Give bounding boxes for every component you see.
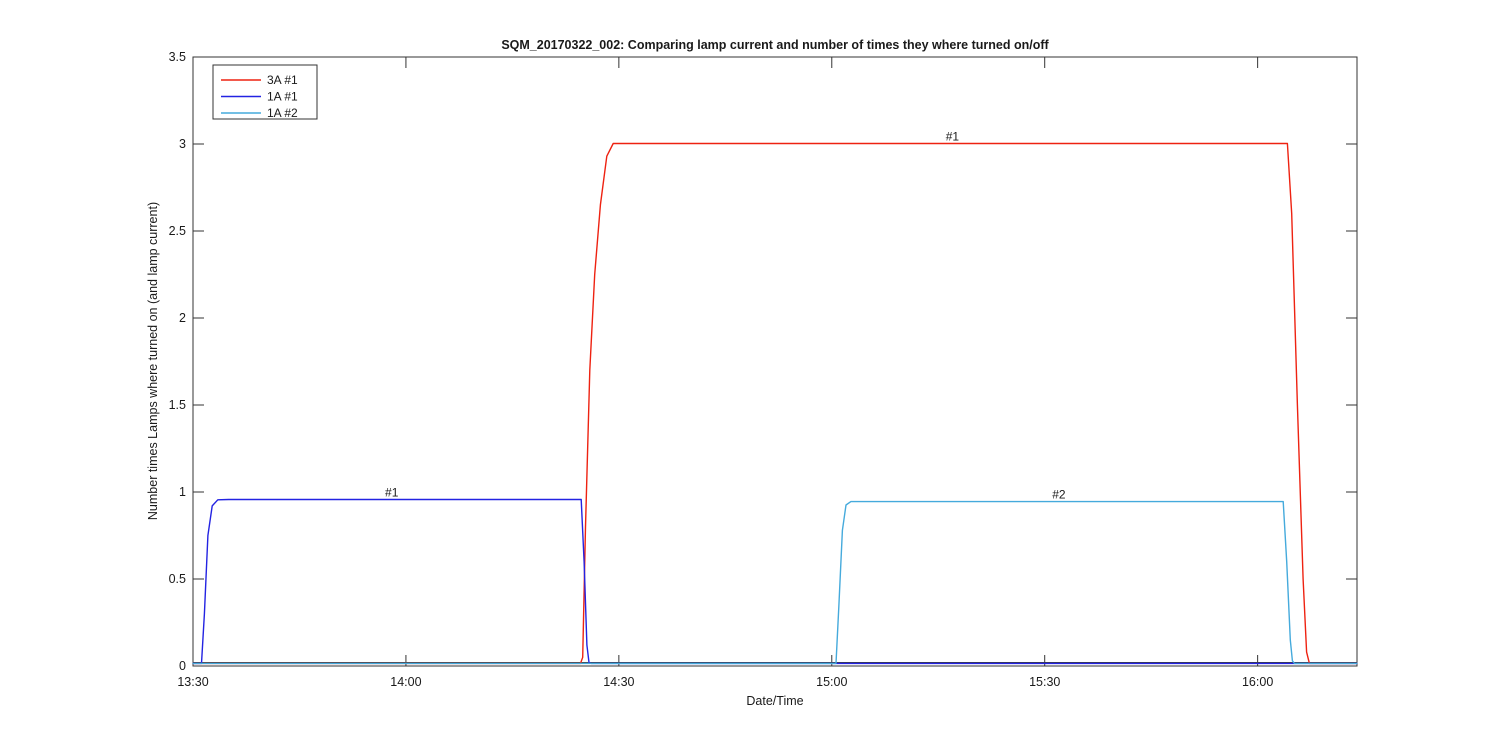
legend-entry-label: 1A #1 [267, 90, 298, 104]
y-tick-label: 0.5 [169, 572, 186, 586]
series-line-1a-#1 [192, 498, 1358, 665]
series-annotation: #1 [385, 485, 399, 499]
x-tick-label: 14:30 [603, 675, 634, 689]
y-tick-label: 3 [179, 137, 186, 151]
axes-box [192, 56, 1358, 667]
y-tick-label: 2 [179, 311, 186, 325]
y-tick-label: 3.5 [169, 50, 186, 64]
series-line-3a-#1 [192, 142, 1358, 665]
x-tick-label: 13:30 [177, 675, 208, 689]
legend-entry-label: 1A #2 [267, 106, 298, 120]
legend-entry-label: 3A #1 [267, 73, 298, 87]
x-tick-label: 16:00 [1242, 675, 1273, 689]
chart-title: SQM_20170322_002: Comparing lamp current… [501, 38, 1049, 52]
y-tick-label: 1.5 [169, 398, 186, 412]
legend-box[interactable] [212, 64, 318, 120]
series-line-1a-#2 [192, 500, 1358, 665]
x-axis-label: Date/Time [746, 694, 803, 708]
y-tick-label: 0 [179, 659, 186, 673]
series-annotation: #1 [946, 129, 960, 143]
y-tick-label: 1 [179, 485, 186, 499]
plot-area: 13:30 14:00 14:30 15:00 15:30 16:00 0 0.5 1 1.5 2 2… [169, 50, 1358, 689]
series-annotation: #2 [1052, 488, 1066, 502]
y-tick-label: 2.5 [169, 224, 186, 238]
x-tick-label: 15:30 [1029, 675, 1060, 689]
y-axis-label: Number times Lamps where turned on (and … [146, 202, 160, 520]
x-tick-label: 15:00 [816, 675, 847, 689]
legend: 3A #1 1A #1 1A #2 [212, 64, 318, 120]
x-tick-label: 14:00 [390, 675, 421, 689]
